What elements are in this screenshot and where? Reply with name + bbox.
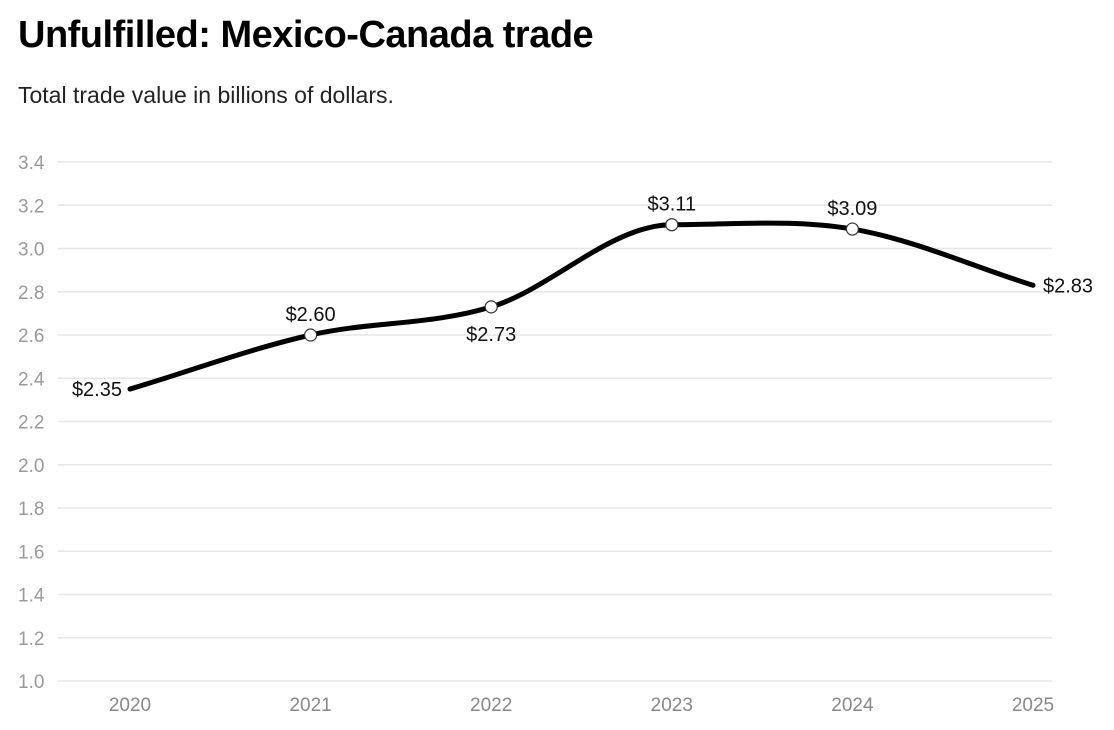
y-tick-label: 2.6: [18, 326, 44, 347]
y-tick-label: 2.2: [18, 413, 44, 434]
y-tick-label: 3.2: [18, 196, 44, 217]
y-tick-label: 1.0: [18, 672, 44, 693]
x-tick-label: 2022: [470, 695, 512, 716]
y-tick-label: 2.4: [18, 369, 45, 390]
data-labels: $2.35 $2.60 $2.73 $3.11 $3.09 $2.83: [72, 194, 1093, 401]
series-line: [127, 220, 1036, 392]
y-tick-label: 2.8: [18, 283, 44, 304]
y-tick-label: 1.6: [18, 542, 44, 563]
data-label: $2.35: [72, 379, 122, 401]
data-point-marker: [484, 300, 498, 314]
data-point-marker: [304, 328, 318, 342]
data-label: $3.09: [827, 198, 877, 220]
chart-title: Unfulfilled: Mexico-Canada trade: [18, 14, 594, 56]
x-axis-ticks: 2020 2021 2022 2023 2024 2025: [109, 695, 1054, 716]
data-point-marker: [665, 218, 679, 232]
chart-subtitle: Total trade value in billions of dollars…: [18, 82, 394, 108]
y-tick-label: 3.4: [18, 153, 45, 174]
data-point-marker: [845, 222, 860, 236]
data-label: $3.11: [648, 194, 697, 216]
y-tick-label: 3.0: [18, 240, 44, 261]
y-tick-label: 2.0: [18, 456, 44, 477]
y-tick-label: 1.4: [18, 586, 45, 607]
x-tick-label: 2024: [831, 695, 874, 716]
data-label: $2.60: [286, 304, 336, 326]
y-tick-label: 1.2: [18, 629, 44, 650]
y-tick-label: 1.8: [18, 499, 44, 520]
data-label: $2.83: [1043, 275, 1093, 297]
y-axis-ticks: 1.0 1.2 1.4 1.6 1.8 2.0 2.2 2.4 2.6 2.8 3.0 3.2 3.4: [18, 153, 45, 693]
gridlines: [58, 161, 1052, 682]
data-markers: [304, 218, 860, 342]
x-tick-label: 2021: [289, 695, 331, 716]
x-tick-label: 2023: [651, 695, 693, 716]
data-label: $2.73: [466, 324, 516, 346]
x-tick-label: 2020: [109, 695, 151, 716]
x-tick-label: 2025: [1012, 695, 1054, 716]
